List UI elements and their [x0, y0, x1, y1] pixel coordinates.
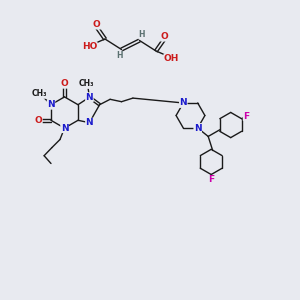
Text: F: F [243, 112, 249, 121]
Text: N: N [179, 98, 187, 107]
Text: CH₃: CH₃ [32, 89, 47, 98]
Text: N: N [47, 100, 55, 109]
Text: N: N [61, 124, 68, 133]
Text: HO: HO [82, 42, 97, 51]
Text: CH₃: CH₃ [79, 80, 94, 88]
Text: N: N [194, 124, 202, 133]
Text: N: N [85, 118, 93, 127]
Text: O: O [93, 20, 101, 29]
Text: O: O [61, 79, 68, 88]
Text: F: F [208, 176, 214, 184]
Text: O: O [160, 32, 168, 41]
Text: H: H [139, 30, 145, 39]
Text: H: H [116, 51, 122, 60]
Text: O: O [34, 116, 42, 125]
Text: OH: OH [164, 54, 179, 63]
Text: N: N [85, 93, 93, 102]
